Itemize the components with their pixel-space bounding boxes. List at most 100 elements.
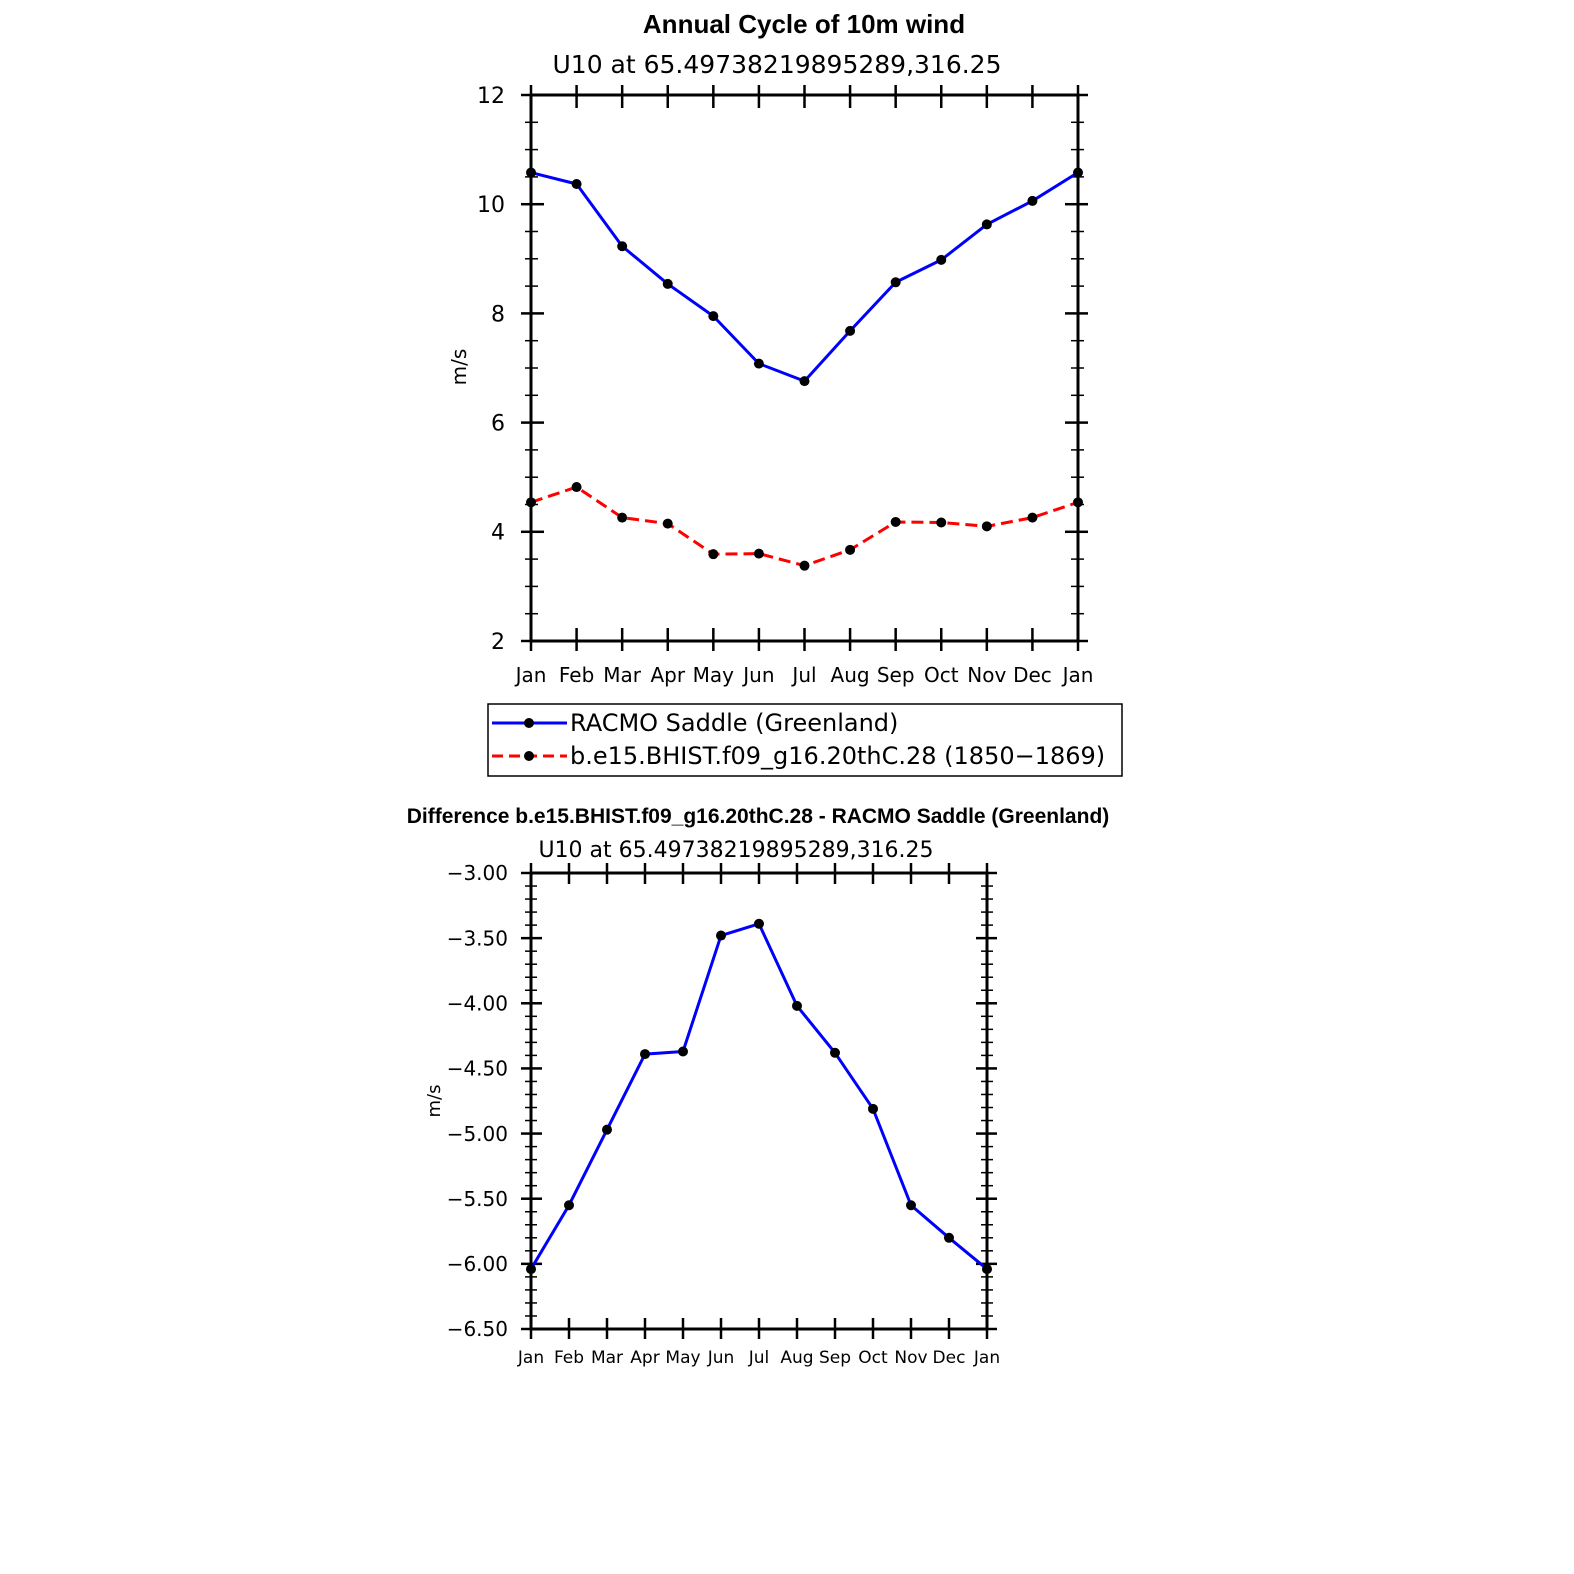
y-tick-label: −3.50: [447, 926, 508, 950]
y-tick-label: 4: [491, 521, 505, 546]
data-point: [678, 1046, 688, 1057]
x-tick-label: Jun: [707, 1348, 735, 1368]
y-tick-label: 8: [491, 302, 505, 327]
x-tick-label: Aug: [780, 1348, 813, 1368]
y-tick-label: −6.50: [447, 1317, 508, 1341]
y-tick-label: −4.00: [447, 991, 508, 1015]
data-point: [936, 517, 947, 528]
legend-marker-bhist: [524, 751, 534, 761]
series-line-0: [529, 922, 988, 1271]
data-point: [708, 311, 719, 322]
data-point: [662, 518, 673, 529]
data-point: [906, 1200, 916, 1211]
data-point: [890, 277, 901, 288]
tick-labels: Jan Feb Mar Apr May Jun Jul Aug Sep Oct Nov Dec Jan 2…: [477, 84, 1093, 687]
data-point: [1073, 167, 1083, 178]
x-tick-label: Apr: [650, 663, 685, 687]
data-point: [1073, 497, 1083, 508]
data-point: [868, 1103, 878, 1114]
data-point: [564, 1200, 574, 1211]
data-point: [526, 497, 536, 508]
data-point: [799, 560, 810, 571]
x-tick-label: Dec: [1013, 663, 1052, 687]
y-tick-label: −5.50: [447, 1187, 508, 1211]
data-point: [753, 358, 764, 369]
x-tick-label: Nov: [967, 663, 1006, 687]
x-tick-label: Jul: [790, 663, 816, 687]
chart-subtitle: U10 at 65.49738219895289,316.25: [553, 50, 1002, 79]
x-tick-label: Aug: [831, 663, 870, 687]
axis-ticks: [521, 863, 997, 1339]
data-point: [617, 512, 628, 523]
data-point: [753, 548, 764, 559]
x-tick-label: Apr: [630, 1348, 659, 1368]
data-point: [602, 1124, 612, 1135]
data-point: [754, 918, 764, 929]
chart-difference: Difference b.e15.BHIST.f09_g16.20thC.28 …: [407, 805, 1110, 1368]
x-tick-label: Jan: [973, 1348, 1000, 1368]
data-point: [617, 241, 628, 252]
x-tick-label: Mar: [603, 663, 642, 687]
y-tick-label: −3.00: [447, 861, 508, 885]
y-axis-label: m/s: [447, 349, 471, 386]
y-tick-label: −4.50: [447, 1057, 508, 1081]
data-point: [982, 1264, 992, 1275]
data-point: [792, 1000, 802, 1011]
data-point: [1027, 512, 1038, 523]
legend-label-racmo: RACMO Saddle (Greenland): [570, 709, 898, 737]
series-line-1: [530, 485, 1079, 568]
legend-label-bhist: b.e15.BHIST.f09_g16.20thC.28 (1850−1869): [570, 742, 1105, 770]
x-tick-label: Sep: [877, 663, 915, 687]
x-tick-label: Jul: [748, 1348, 770, 1368]
plot-frame: [529, 93, 1080, 643]
x-tick-label: Jun: [741, 663, 774, 687]
data-point: [890, 516, 901, 527]
data-point: [571, 178, 582, 189]
tick-labels: Jan Feb Mar Apr May Jun Jul Aug Sep Oct Nov Dec Jan−…: [447, 861, 1000, 1368]
data-point: [936, 254, 947, 265]
x-tick-label: Dec: [933, 1348, 966, 1368]
x-tick-label: May: [665, 1348, 700, 1368]
data-point: [981, 521, 992, 532]
x-tick-label: May: [693, 663, 735, 687]
x-tick-label: Oct: [858, 1348, 888, 1368]
series-group: [526, 167, 1083, 571]
x-tick-label: Jan: [517, 1348, 544, 1368]
data-point: [1027, 195, 1038, 206]
data-point: [571, 482, 582, 493]
y-tick-label: 10: [477, 193, 505, 218]
y-tick-label: 12: [477, 84, 505, 109]
axis-ticks: [521, 85, 1088, 651]
chart-subtitle: U10 at 65.49738219895289,316.25: [538, 838, 933, 863]
y-tick-label: −5.00: [447, 1122, 508, 1146]
x-tick-label: Mar: [591, 1348, 623, 1368]
data-point: [526, 167, 536, 178]
data-point: [981, 219, 992, 230]
series-group: [526, 918, 992, 1275]
chart-title: Annual Cycle of 10m wind: [643, 9, 965, 39]
series-line-0: [530, 171, 1079, 383]
plot-frame: [529, 871, 989, 1331]
data-point: [830, 1047, 840, 1058]
data-point: [716, 930, 726, 941]
data-point: [845, 325, 856, 336]
data-point: [640, 1049, 650, 1060]
chart-annual-cycle: Annual Cycle of 10m wind U10 at 65.49738…: [447, 9, 1123, 777]
data-point: [526, 1264, 536, 1275]
x-tick-label: Oct: [924, 663, 959, 687]
chart-title: Difference b.e15.BHIST.f09_g16.20thC.28 …: [407, 805, 1110, 828]
legend-marker-racmo: [524, 718, 534, 728]
legend-box: [487, 703, 1123, 777]
x-tick-label: Nov: [894, 1348, 927, 1368]
x-tick-label: Feb: [554, 1348, 584, 1368]
x-tick-label: Sep: [819, 1348, 851, 1368]
data-point: [845, 544, 856, 555]
data-point: [708, 549, 719, 560]
y-axis-label: m/s: [424, 1085, 445, 1118]
data-point: [662, 278, 673, 289]
y-tick-label: 6: [491, 412, 505, 437]
x-tick-label: Jan: [1061, 663, 1094, 687]
x-tick-label: Feb: [559, 663, 594, 687]
data-point: [944, 1232, 954, 1243]
